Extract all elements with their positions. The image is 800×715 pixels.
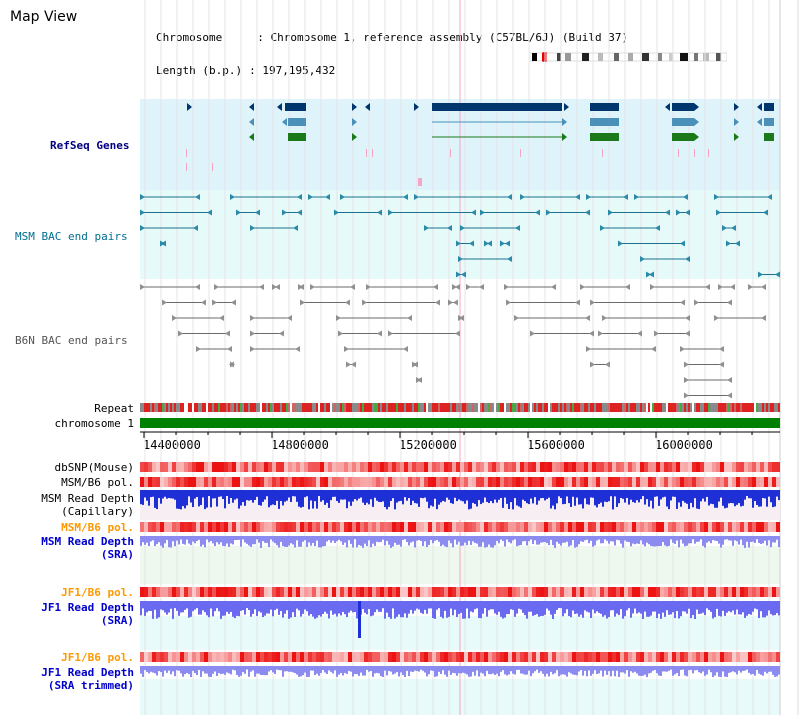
msm-bac-track — [140, 194, 780, 278]
read-depth-histograms — [140, 490, 780, 678]
coverage-span-value: : 10,000 — [314, 130, 368, 143]
msm-depth-sra-label: MSM Read Depth — [41, 535, 134, 548]
ruler-label-3: 15200000 — [399, 438, 457, 452]
chromosome-track-label: chromosome 1 — [54, 417, 134, 430]
jf1-depth-sra-sub: (SRA) — [100, 614, 134, 627]
ruler-label-5: 16000000 — [655, 438, 713, 452]
dbsnp-label: dbSNP(Mouse) — [54, 461, 134, 474]
jf1-b6-pol-2-label: JF1/B6 pol. — [61, 651, 134, 664]
length-label: Length (b.p.) — [156, 64, 243, 77]
map-view-title: Map View — [10, 9, 78, 25]
chromosome-value: : Chromosome 1, reference assembly (C57B… — [257, 31, 629, 44]
jf1-depth-trimmed-sub: (SRA trimmed) — [47, 679, 134, 692]
msm-depth-capillary-sub: (Capillary) — [61, 505, 134, 518]
jf1-depth-trimmed-label: JF1 Read Depth — [41, 666, 134, 679]
ruler-label-1: 14400000 — [143, 438, 201, 452]
coverage-span-label: Read coverage check span — [149, 130, 308, 143]
chromosome-label: Chromosome — [156, 31, 223, 44]
msm-b6-pol-2-label: MSM/B6 pol. — [61, 521, 134, 534]
show-label: Show (b.p.) — [170, 97, 243, 110]
msm-depth-capillary-label: MSM Read Depth — [41, 492, 134, 505]
jf1-depth-sra-label: JF1 Read Depth — [41, 601, 134, 614]
polymorphism-heatmaps — [140, 462, 780, 662]
refseq-genes-label: RefSeq Genes — [50, 139, 130, 152]
repeat-track — [140, 403, 780, 412]
jf1-trim-depth-background — [140, 679, 780, 715]
show-range-value: : 14,388,495-16,388,673 : 2,000,179 bp — [249, 97, 502, 110]
length-value: : 197,195,432 — [249, 64, 336, 77]
chromosome-ideogram[interactable] — [530, 52, 727, 62]
msm-bac-end-pairs-label: MSM BAC end pairs — [15, 230, 128, 243]
msm-depth-sra-sub: (SRA) — [100, 548, 134, 561]
msm-sra-depth-background — [140, 546, 780, 584]
chromosome-info: Chromosome : Chromosome 1, reference asse… — [149, 10, 628, 153]
jf1-b6-pol-label: JF1/B6 pol. — [61, 586, 134, 599]
chromosome-bar — [140, 418, 780, 428]
repeat-label: Repeat — [94, 402, 134, 415]
jf1-sra-depth-background — [140, 616, 780, 650]
msm-bac-track-background — [140, 190, 780, 279]
b6n-bac-track — [140, 284, 766, 399]
ruler-label-2: 14800000 — [271, 438, 329, 452]
ruler-label-4: 15600000 — [527, 438, 585, 452]
b6n-bac-end-pairs-label: B6N BAC end pairs — [15, 334, 128, 347]
msm-b6-pol-label: MSM/B6 pol. — [61, 476, 134, 489]
